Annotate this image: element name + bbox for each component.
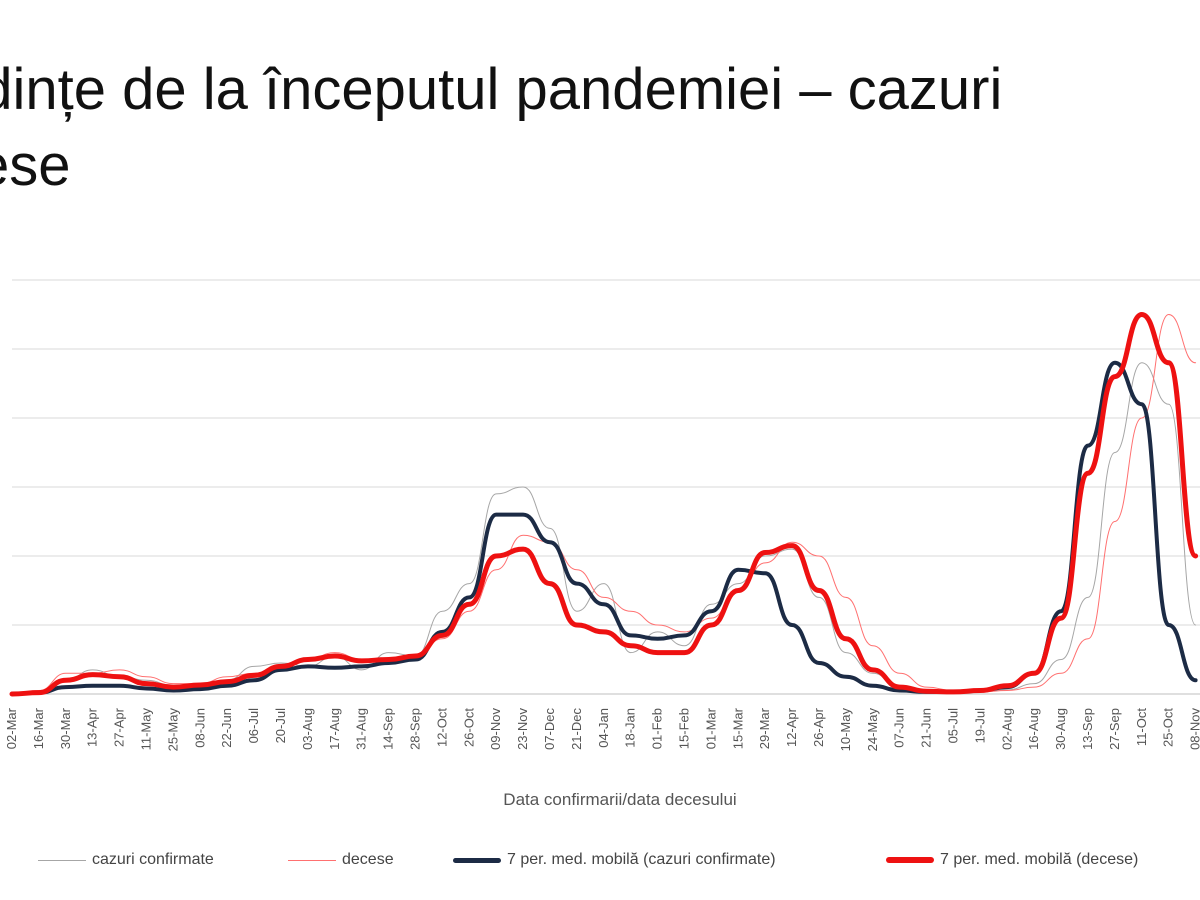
legend-item-medie-decese: 7 per. med. mobilă (decese) — [886, 848, 1138, 872]
legend-item-decese: decese — [288, 848, 394, 872]
x-tick-label: 25-May — [165, 708, 180, 752]
x-tick-label: 30-Aug — [1053, 708, 1068, 750]
legend-swatch — [453, 857, 501, 863]
x-tick-label: 08-Jun — [192, 708, 207, 748]
x-tick-label: 01-Feb — [650, 708, 665, 749]
x-tick-label: 12-Apr — [784, 707, 799, 747]
x-tick-label: 07-Jun — [892, 708, 907, 748]
legend-item-cazuri-confirmate: cazuri confirmate — [38, 848, 214, 872]
x-tick-label: 07-Dec — [542, 708, 557, 750]
x-tick-label: 12-Oct — [434, 708, 449, 747]
x-tick-label: 29-Mar — [757, 707, 772, 749]
x-tick-label: 31-Aug — [354, 708, 369, 750]
x-tick-label: 27-Sep — [1107, 708, 1122, 750]
legend-label: decese — [342, 851, 394, 868]
series-line-1 — [11, 314, 1197, 695]
legend-swatch — [38, 859, 86, 861]
x-tick-label: 11-May — [139, 708, 154, 751]
x-tick-label: 16-Mar — [31, 707, 46, 749]
x-tick-label: 09-Nov — [488, 708, 503, 750]
x-tick-label: 23-Nov — [515, 708, 530, 750]
x-tick-label: 11-Oct — [1134, 708, 1149, 746]
x-tick-label: 16-Aug — [1026, 708, 1041, 750]
x-tick-label: 28-Sep — [408, 708, 423, 750]
x-tick-label: 20-Jul — [273, 708, 288, 744]
legend-swatch — [886, 857, 934, 863]
x-tick-label: 22-Jun — [219, 708, 234, 748]
x-tick-label: 02-Aug — [999, 708, 1014, 750]
series-line-2 — [10, 360, 1198, 696]
x-tick-label: 21-Dec — [569, 708, 584, 750]
x-tick-label: 26-Oct — [461, 708, 476, 747]
legend-label: 7 per. med. mobilă (decese) — [940, 851, 1139, 868]
x-tick-label: 01-Mar — [703, 707, 718, 749]
chart-gridlines — [12, 279, 1200, 695]
x-tick-label: 15-Mar — [730, 707, 745, 749]
x-tick-label: 25-Oct — [1161, 708, 1176, 747]
x-tick-label: 03-Aug — [300, 708, 315, 750]
x-tick-label: 18-Jan — [623, 708, 638, 748]
x-tick-label: 14-Sep — [381, 708, 396, 750]
slide-title: ndințe de la începutul pandemiei – cazur… — [0, 52, 1200, 204]
x-tick-label: 02-Mar — [4, 707, 19, 749]
slide-title-line-2: cese — [0, 133, 71, 198]
x-tick-label: 08-Nov — [1188, 708, 1200, 750]
x-tick-label: 26-Apr — [811, 707, 826, 747]
x-tick-label: 30-Mar — [58, 707, 73, 749]
x-tick-label: 21-Jun — [919, 708, 934, 748]
x-tick-label: 13-Apr — [85, 707, 100, 747]
x-tick-label: 19-Jul — [972, 708, 987, 744]
x-tick-label: 13-Sep — [1080, 708, 1095, 750]
x-tick-label: 15-Feb — [677, 708, 692, 749]
x-axis-label: Data confirmarii/data decesului — [503, 790, 736, 809]
x-tick-label: 04-Jan — [596, 708, 611, 748]
x-tick-label: 05-Jul — [946, 708, 961, 744]
line-chart: 02-Mar 16-Mar 30-Mar 13-Apr 27-Apr 11-May 25-M… — [4, 279, 1200, 809]
x-tick-label: 10-May — [838, 708, 853, 752]
x-tick-label: 06-Jul — [246, 708, 261, 744]
x-axis-tick-labels: 02-Mar 16-Mar 30-Mar 13-Apr 27-Apr 11-May 25-M… — [4, 707, 1200, 751]
series-line-0 — [11, 362, 1197, 695]
legend-label: cazuri confirmate — [92, 851, 214, 868]
x-tick-label: 27-Apr — [112, 707, 127, 747]
series-line-3 — [9, 312, 1199, 697]
x-tick-label: 17-Aug — [327, 708, 342, 750]
chart-series — [9, 312, 1199, 697]
legend-label: 7 per. med. mobilă (cazuri confirmate) — [507, 851, 776, 868]
legend-item-medie-cazuri: 7 per. med. mobilă (cazuri confirmate) — [453, 848, 776, 872]
slide-title-line-1: ndințe de la începutul pandemiei – cazur… — [0, 57, 1003, 122]
x-tick-label: 24-May — [865, 708, 880, 752]
legend-swatch — [288, 859, 336, 861]
